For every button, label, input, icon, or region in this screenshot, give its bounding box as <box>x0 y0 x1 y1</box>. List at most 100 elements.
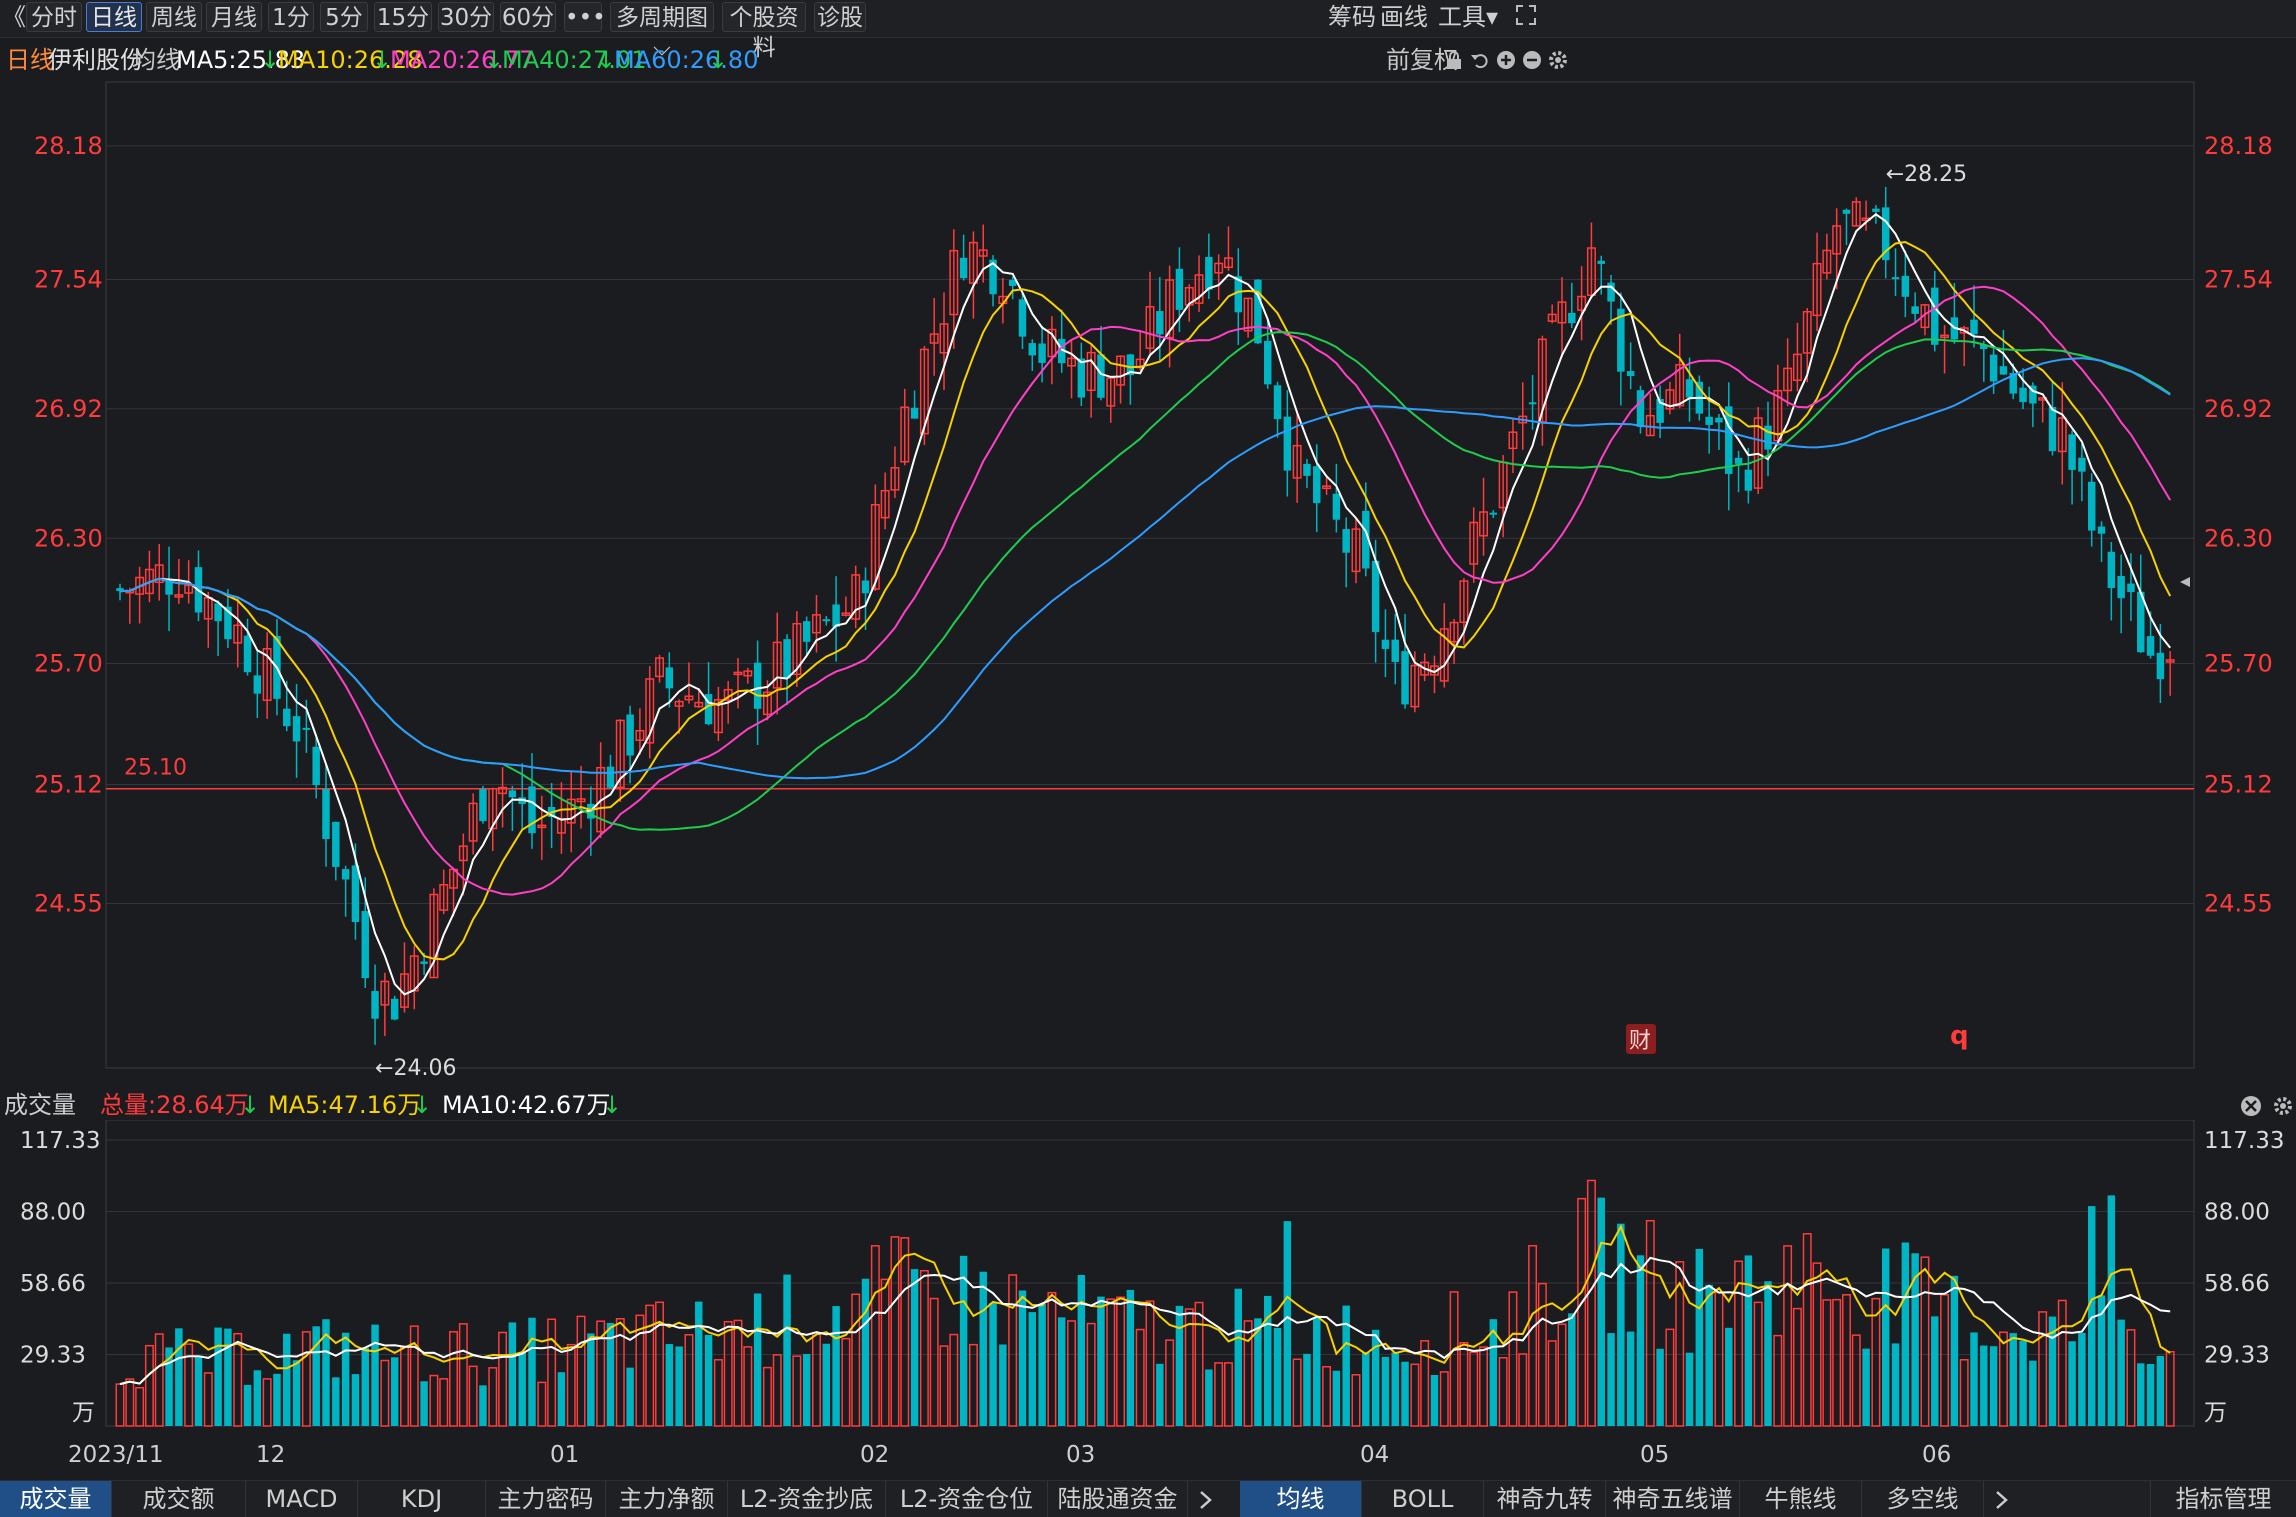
candle-body-down <box>1734 457 1743 464</box>
multi-period-dropdown[interactable]: 多周期图 ⌵ <box>610 2 714 61</box>
candle-body-down <box>1362 510 1370 569</box>
tab-60min[interactable]: 60分 <box>500 2 556 32</box>
candle-body-down <box>1715 417 1723 423</box>
candle <box>861 567 870 631</box>
candle-body-up <box>870 503 880 590</box>
tab-15min[interactable]: 15分 <box>374 2 432 32</box>
tab-weekly[interactable]: 周线 <box>146 2 202 32</box>
candle-body-down <box>959 257 968 279</box>
ma-label[interactable]: 均线 <box>132 46 180 74</box>
candle-body-up <box>1439 628 1449 682</box>
volume-bar-up <box>1469 1351 1479 1427</box>
zoom-in-icon[interactable] <box>1496 50 1516 70</box>
volume-bar-down <box>753 1293 762 1426</box>
tab-hk-connect[interactable]: 陆股通资金 <box>1048 1481 1188 1517</box>
tab-1min[interactable]: 1分 <box>268 2 314 32</box>
volume-bar-up <box>792 1355 802 1427</box>
volume-bar-up <box>409 1325 419 1427</box>
tab-turnover[interactable]: 成交额 <box>112 1481 246 1517</box>
volume-bar-down <box>371 1324 379 1426</box>
tab-main-force-net[interactable]: 主力净额 <box>606 1481 728 1517</box>
candle <box>1449 619 1459 664</box>
volume-bar-up <box>1586 1179 1596 1427</box>
undo-icon[interactable] <box>1470 50 1490 70</box>
candle-body-down <box>1744 469 1753 491</box>
candle-body-up <box>743 670 753 677</box>
lock-icon[interactable] <box>1444 50 1464 70</box>
tab-magic-five[interactable]: 神奇五线谱 <box>1606 1481 1740 1517</box>
volume-bar-down <box>273 1373 281 1426</box>
volume-bar-down <box>1283 1221 1292 1426</box>
volume-bar-down <box>1401 1361 1409 1426</box>
candle <box>968 231 978 319</box>
tab-5min[interactable]: 5分 <box>320 2 368 32</box>
tab-volume[interactable]: 成交量 <box>0 1481 112 1517</box>
candle <box>910 390 919 419</box>
zoom-out-icon[interactable] <box>1522 50 1542 70</box>
more-periods-button[interactable]: ••• <box>564 2 606 32</box>
candle-body-up <box>1351 528 1361 573</box>
tab-magic-nine[interactable]: 神奇九转 <box>1484 1481 1606 1517</box>
tab-fenshi[interactable]: 分时 <box>26 2 82 32</box>
volume-bar-up <box>900 1237 910 1427</box>
tab-l2-bottom-fishing[interactable]: L2-资金抄底 <box>728 1481 886 1517</box>
tab-l2-position[interactable]: L2-资金仓位 <box>886 1481 1048 1517</box>
volume-bar-up <box>811 1331 821 1427</box>
candle-body-down <box>704 694 713 725</box>
tab-main-force-code[interactable]: 主力密码 <box>486 1481 606 1517</box>
diagnose-button[interactable]: 诊股 <box>814 2 866 32</box>
volume-bar-down <box>1205 1369 1213 1426</box>
volume-settings-icon[interactable] <box>2272 1095 2294 1117</box>
volume-bar-down <box>2019 1340 2027 1426</box>
tab-bull-bear[interactable]: 牛熊线 <box>1740 1481 1862 1517</box>
indicator-manager-button[interactable]: 指标管理 <box>2150 1481 2296 1517</box>
volume-bar-down <box>1597 1197 1605 1426</box>
candle-body-down <box>1283 416 1292 471</box>
volume-bar-down <box>1901 1242 1910 1426</box>
volume-bar-down <box>1126 1289 1135 1426</box>
candlestick-chart[interactable]: 28.18 28.18 27.54 27.54 26.92 26.92 26.30 26.30… <box>0 80 2296 1080</box>
candle <box>684 662 694 704</box>
volume-bar-down <box>1626 1331 1635 1426</box>
tab-long-short[interactable]: 多空线 <box>1862 1481 1984 1517</box>
candle-body-down <box>1028 343 1037 356</box>
volume-bar-down <box>341 1332 350 1426</box>
close-panel-icon[interactable] <box>2240 1095 2262 1117</box>
chips-button[interactable]: 筹码 <box>1328 3 1376 31</box>
candle-body-up <box>184 584 194 594</box>
candle <box>125 587 135 624</box>
candle-body-down <box>2117 576 2125 599</box>
back-button[interactable]: 《 <box>2 3 26 31</box>
volume-tick-left: 58.66 <box>20 1271 86 1297</box>
adjust-mode[interactable]: 前复权 <box>1386 46 1458 74</box>
finance-badge-bg <box>1626 1024 1656 1054</box>
tab-monthly[interactable]: 月线 <box>206 2 262 32</box>
volume-chart[interactable]: 117.33 117.33 88.00 88.00 58.66 58.66 29.33 29.… <box>0 1120 2296 1440</box>
candle <box>1332 463 1341 533</box>
candle-body-down <box>1656 398 1664 423</box>
tab-boll[interactable]: BOLL <box>1362 1481 1484 1517</box>
candle-body-up <box>537 824 547 829</box>
chevron-right-icon[interactable] <box>1196 1489 1216 1511</box>
chevron-right-icon[interactable] <box>1992 1489 2012 1511</box>
settings-gear-icon[interactable] <box>1548 50 1568 70</box>
volume-bar-up <box>1420 1340 1430 1427</box>
candle <box>1135 330 1145 371</box>
stock-info-button[interactable]: 个股资料 <box>722 2 806 61</box>
candle <box>694 687 704 708</box>
tab-kdj[interactable]: KDJ <box>358 1481 486 1517</box>
tab-macd[interactable]: MACD <box>246 1481 358 1517</box>
tab-30min[interactable]: 30分 <box>438 2 494 32</box>
tab-daily[interactable]: 日线 <box>86 2 142 32</box>
candle-body-up <box>1322 485 1332 490</box>
candle-body-down <box>1097 354 1105 398</box>
candle <box>1391 613 1399 685</box>
tab-ma[interactable]: 均线 <box>1240 1481 1362 1517</box>
tools-dropdown[interactable]: 工具▾ <box>1438 3 1499 31</box>
draw-line-button[interactable]: 画线 <box>1380 3 1428 31</box>
candle <box>1715 413 1723 450</box>
fullscreen-icon[interactable] <box>1515 4 1537 26</box>
candle <box>243 618 252 676</box>
volume-ma10-line <box>119 1256 2171 1386</box>
candle <box>576 765 586 829</box>
